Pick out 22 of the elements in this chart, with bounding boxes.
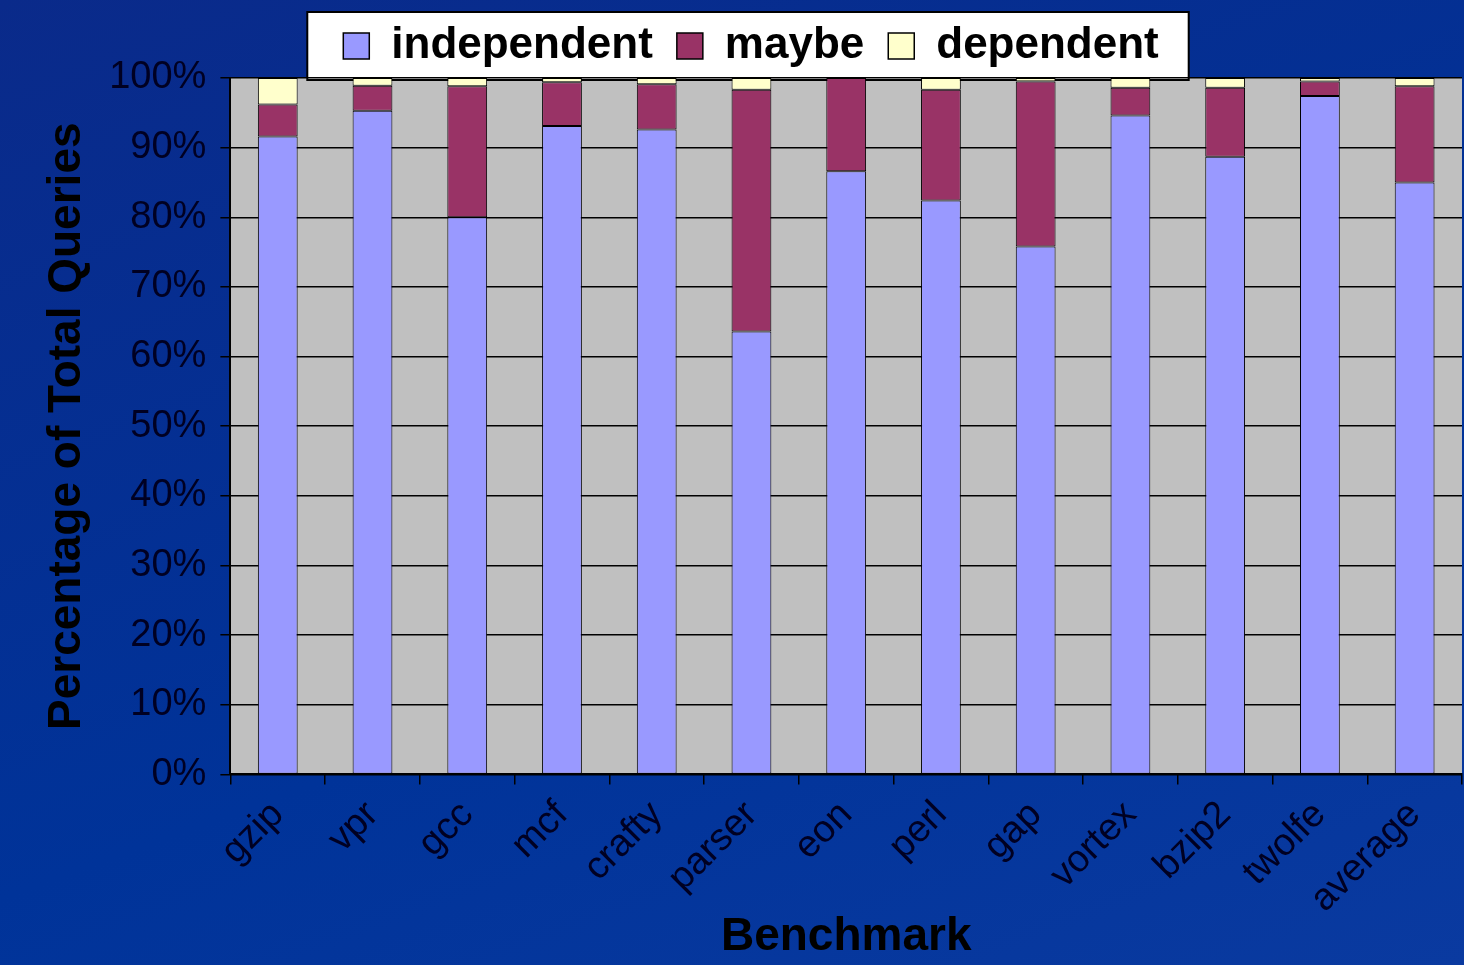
legend-label: independent xyxy=(391,18,654,68)
y-tick-label: 10% xyxy=(130,681,207,724)
y-tick-label: 30% xyxy=(130,542,207,584)
x-tick-label: gap xyxy=(974,791,1049,867)
x-tick-label: vpr xyxy=(318,791,386,859)
legend-label: dependent xyxy=(936,18,1160,68)
x-tick-label: gzip xyxy=(211,791,291,871)
x-axis-title: Benchmark xyxy=(720,908,972,961)
legend-label: maybe xyxy=(724,18,865,68)
y-tick-label: 90% xyxy=(130,124,207,167)
x-tick-label: gcc xyxy=(408,791,481,864)
y-tick-label: 70% xyxy=(130,263,207,306)
y-tick-label: 20% xyxy=(130,611,207,654)
y-tick-label: 100% xyxy=(109,54,207,97)
x-tick-label: mcf xyxy=(502,791,576,865)
y-tick-label: 80% xyxy=(130,193,207,236)
y-tick-label: 40% xyxy=(130,472,207,515)
y-axis-title: Percentage of Total Queries xyxy=(38,122,91,730)
y-tick-label: 60% xyxy=(130,333,207,376)
y-tick-label: 0% xyxy=(151,750,207,793)
x-tick-label: eon xyxy=(784,791,860,867)
y-tick-label: 50% xyxy=(130,402,207,445)
